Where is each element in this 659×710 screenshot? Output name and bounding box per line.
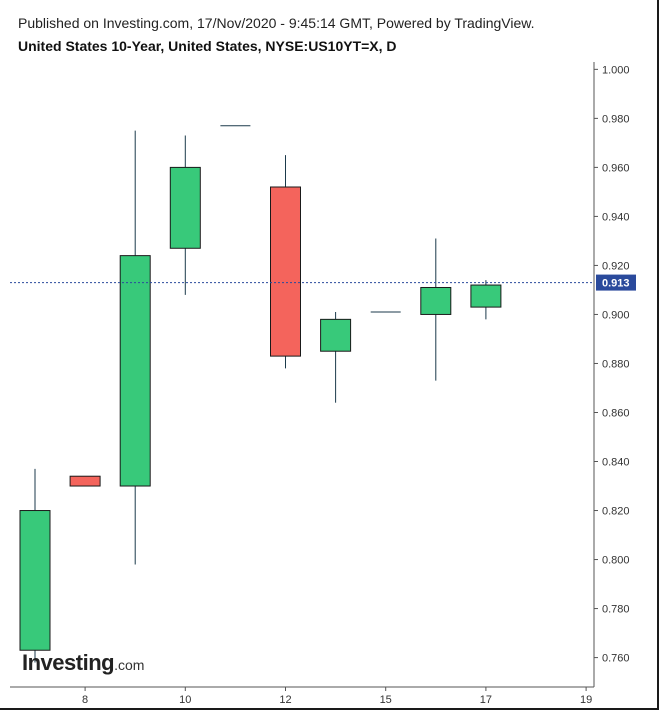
x-tick-label: 10 bbox=[179, 694, 191, 706]
candle-body-down bbox=[270, 186, 301, 357]
current-price-label: 0.913 bbox=[602, 278, 630, 290]
y-tick-label: 0.960 bbox=[602, 162, 630, 174]
y-tick-label: 1.000 bbox=[602, 64, 630, 76]
candle-body-up bbox=[169, 166, 201, 249]
y-tick-label: 0.800 bbox=[602, 555, 630, 567]
y-tick-label: 0.780 bbox=[602, 604, 630, 616]
candle-body-up bbox=[19, 510, 51, 651]
y-tick-label: 0.860 bbox=[602, 407, 630, 419]
candles-group bbox=[19, 125, 502, 663]
y-tick-label: 0.920 bbox=[602, 260, 630, 272]
x-tick-label: 17 bbox=[480, 694, 492, 706]
y-tick-label: 0.980 bbox=[602, 113, 630, 125]
x-tick-label: 15 bbox=[380, 694, 392, 706]
published-caption: Published on Investing.com, 17/Nov/2020 … bbox=[18, 15, 535, 31]
y-tick-label: 0.820 bbox=[602, 506, 630, 518]
candle[interactable] bbox=[169, 135, 201, 295]
x-axis-ticks: 8 10 12 15 17 19 bbox=[82, 687, 592, 706]
candle-body-up bbox=[119, 255, 151, 487]
candle-body-up bbox=[470, 284, 502, 308]
current-price-group: 0.913 bbox=[10, 274, 636, 291]
candle[interactable] bbox=[320, 312, 352, 403]
current-price-badge bbox=[596, 274, 636, 291]
y-axis-ticks: 1.000 0.980 0.960 0.940 0.920 0.900 0.880 0.860… bbox=[594, 64, 630, 665]
candle[interactable] bbox=[470, 280, 502, 320]
logo-text: Investing bbox=[22, 650, 115, 675]
candle[interactable] bbox=[119, 130, 151, 565]
y-tick-label: 0.840 bbox=[602, 457, 630, 469]
y-tick-label: 0.940 bbox=[602, 211, 630, 223]
candle[interactable] bbox=[420, 238, 452, 381]
x-tick-label: 19 bbox=[580, 694, 592, 706]
y-tick-label: 0.900 bbox=[602, 309, 630, 321]
x-tick-label: 12 bbox=[279, 694, 291, 706]
y-tick-label: 0.880 bbox=[602, 358, 630, 370]
candle-body-up bbox=[320, 318, 352, 352]
investing-logo: Investing.com bbox=[22, 650, 144, 676]
x-tick-label: 8 bbox=[82, 694, 88, 706]
candle[interactable] bbox=[69, 475, 101, 487]
candle[interactable] bbox=[19, 468, 51, 663]
logo-suffix: .com bbox=[114, 657, 145, 673]
y-tick-label: 0.760 bbox=[602, 653, 630, 665]
candle-body-down bbox=[69, 475, 101, 487]
candle-body-up bbox=[420, 286, 452, 315]
candle[interactable] bbox=[270, 155, 301, 369]
chart-title: United States 10-Year, United States, NY… bbox=[18, 38, 397, 54]
